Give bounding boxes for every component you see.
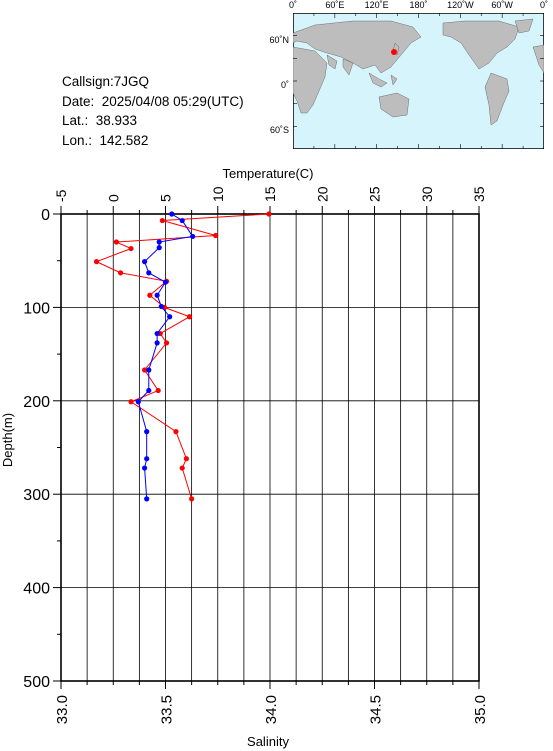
map-longitude-label: 120˚W <box>447 0 474 10</box>
salinity-data-point <box>144 456 150 462</box>
salinity-data-point <box>156 245 162 251</box>
salinity-data-point <box>154 340 160 346</box>
temperature-data-point <box>128 245 134 252</box>
temperature-data-point <box>113 239 119 245</box>
depth-tick-label: 300 <box>23 487 50 504</box>
temperature-data-point <box>117 270 124 276</box>
temperature-data-point <box>173 429 179 435</box>
depth-axis-title: Depth(m) <box>0 413 15 467</box>
depth-tick-label: 0 <box>41 207 50 224</box>
temperature-data-point <box>183 456 189 462</box>
salinity-data-point <box>156 239 162 245</box>
temperature-tick-label: 25 <box>367 186 383 202</box>
salinity-tick-label: 34.5 <box>368 695 385 724</box>
temperature-profile-line <box>95 213 269 500</box>
map-latitude-label: 60˚N <box>269 34 289 45</box>
temperature-data-point <box>186 314 193 320</box>
map-latitude-label: 60˚S <box>269 124 289 135</box>
longitude-label: Lon.: 142.582 <box>62 132 149 148</box>
temperature-tick-label: 5 <box>158 194 174 202</box>
date-label: Date: 2025/04/08 05:29(UTC) <box>62 93 244 109</box>
temperature-data-point <box>179 465 185 471</box>
map-longitude-label: 120˚E <box>364 0 389 10</box>
temperature-tick-label: 15 <box>262 186 278 202</box>
salinity-tick-label: 35.0 <box>472 695 489 724</box>
salinity-data-point <box>162 279 169 285</box>
salinity-data-point <box>158 303 164 310</box>
greenland-landmass <box>514 18 534 34</box>
latitude-label: Lat.: 38.933 <box>62 113 138 128</box>
grid-lines <box>61 214 479 681</box>
temperature-data-point <box>155 387 161 394</box>
salinity-data-point <box>142 259 148 265</box>
temperature-tick-label: 10 <box>210 186 226 202</box>
salinity-data-point <box>167 314 173 320</box>
salinity-data-point <box>179 217 185 224</box>
map-graticule <box>293 13 544 149</box>
se-asia-islands <box>368 72 398 88</box>
depth-tick-label: 200 <box>23 394 50 411</box>
temperature-data-point <box>142 367 148 373</box>
salinity-data-point <box>146 387 152 394</box>
map-longitude-label: 60˚E <box>325 0 345 10</box>
salinity-tick-label: 34.0 <box>263 695 280 724</box>
depth-tick-label: 500 <box>23 674 50 691</box>
salinity-data-point <box>154 292 160 298</box>
temperature-tick-label: 35 <box>471 186 487 202</box>
map-longitude-label: 0˚ <box>288 0 298 10</box>
temperature-data-point <box>128 399 134 405</box>
temperature-data-point <box>163 340 170 346</box>
temperature-tick-label: 20 <box>314 186 330 202</box>
salinity-data-point <box>144 496 150 502</box>
salinity-data-point <box>135 399 141 405</box>
africa-east-wrap <box>532 44 544 74</box>
salinity-data-point <box>142 465 148 471</box>
temperature-tick-label: 30 <box>419 186 435 202</box>
depth-tick-label: 400 <box>23 581 50 598</box>
australia-landmass <box>378 92 410 118</box>
location-map <box>293 13 544 149</box>
salinity-data-point <box>146 367 152 373</box>
depth-tick-label: 100 <box>23 300 50 317</box>
temperature-tick-label: 0 <box>105 194 121 202</box>
map-longitude-label: 60˚W <box>491 0 513 10</box>
temperature-data-point <box>189 496 195 502</box>
map-land <box>293 18 544 126</box>
salinity-tick-label: 33.5 <box>159 695 176 724</box>
arabia-india-landmass <box>326 54 354 76</box>
salinity-data-point <box>146 270 152 276</box>
temperature-data-point <box>93 259 100 265</box>
salinity-data-point <box>169 211 175 217</box>
cast-metadata: Callsign:7JGQ Date: 2025/04/08 05:29(UTC… <box>62 72 244 150</box>
temperature-axis-title: Temperature(C) <box>222 166 313 181</box>
map-longitude-label: 0˚ <box>539 0 549 10</box>
salinity-data-point <box>190 233 196 240</box>
map-longitude-label: 180˚ <box>409 0 428 10</box>
temperature-tick-label: -5 <box>53 189 69 202</box>
salinity-data-point <box>144 429 150 435</box>
temperature-data-point <box>159 217 165 224</box>
temperature-data-point <box>147 292 153 298</box>
north-america-landmass <box>442 20 520 70</box>
south-america-landmass <box>484 72 510 126</box>
temperature-data-point <box>266 211 272 217</box>
salinity-tick-label: 33.0 <box>54 695 71 724</box>
map-latitude-label: 0˚ <box>280 79 289 90</box>
temperature-data-point <box>213 232 219 239</box>
series-layer <box>93 211 272 502</box>
salinity-data-point <box>154 330 160 337</box>
cast-location-marker <box>391 49 397 55</box>
salinity-axis-title: Salinity <box>247 734 289 749</box>
callsign-label: Callsign:7JGQ <box>62 74 150 89</box>
eurasia-landmass <box>293 20 422 74</box>
africa-landmass <box>293 46 328 114</box>
